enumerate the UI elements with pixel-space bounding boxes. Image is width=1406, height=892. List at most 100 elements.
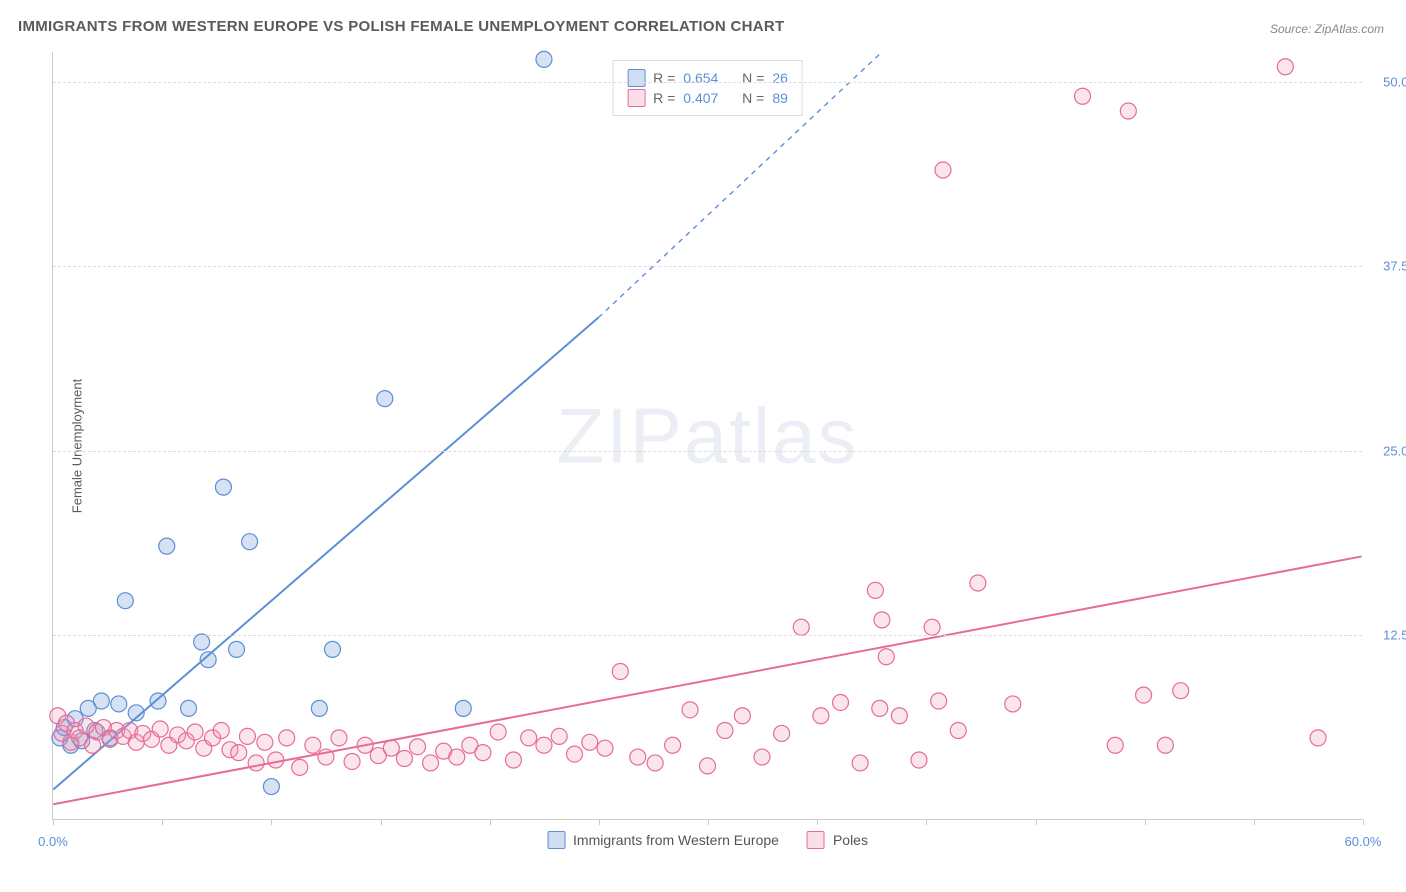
- data-point: [1005, 696, 1021, 712]
- data-point: [383, 740, 399, 756]
- n-value-poles: 89: [772, 90, 788, 106]
- x-tick: [708, 819, 709, 825]
- data-point: [1157, 737, 1173, 753]
- x-tick: [817, 819, 818, 825]
- data-point: [1277, 59, 1293, 75]
- data-point: [215, 479, 231, 495]
- x-tick: [381, 819, 382, 825]
- data-point: [630, 749, 646, 765]
- data-point: [833, 694, 849, 710]
- y-tick-label: 12.5%: [1383, 628, 1406, 643]
- r-value-western: 0.654: [683, 70, 718, 86]
- r-value-poles: 0.407: [683, 90, 718, 106]
- y-tick-label: 37.5%: [1383, 259, 1406, 274]
- data-point: [396, 751, 412, 767]
- x-min-label: 0.0%: [38, 834, 68, 849]
- series-legend: Immigrants from Western Europe Poles: [547, 831, 868, 849]
- x-tick: [1254, 819, 1255, 825]
- data-point: [911, 752, 927, 768]
- data-point: [181, 700, 197, 716]
- x-tick: [53, 819, 54, 825]
- data-point: [213, 723, 229, 739]
- legend-item-poles: Poles: [807, 831, 868, 849]
- data-point: [150, 693, 166, 709]
- data-point: [665, 737, 681, 753]
- data-point: [455, 700, 471, 716]
- data-point: [567, 746, 583, 762]
- x-tick: [162, 819, 163, 825]
- data-point: [305, 737, 321, 753]
- x-tick: [1363, 819, 1364, 825]
- data-point: [1107, 737, 1123, 753]
- data-point: [93, 693, 109, 709]
- data-point: [931, 693, 947, 709]
- chart-svg: [53, 52, 1362, 819]
- data-point: [490, 724, 506, 740]
- x-tick: [599, 819, 600, 825]
- data-point: [872, 700, 888, 716]
- x-tick: [1145, 819, 1146, 825]
- data-point: [536, 737, 552, 753]
- data-point: [521, 730, 537, 746]
- data-point: [536, 51, 552, 67]
- n-value-western: 26: [772, 70, 788, 86]
- data-point: [194, 634, 210, 650]
- legend-row-poles: R = 0.407 N = 89: [627, 89, 788, 107]
- data-point: [813, 708, 829, 724]
- y-tick-label: 25.0%: [1383, 443, 1406, 458]
- data-point: [410, 739, 426, 755]
- data-point: [878, 649, 894, 665]
- data-point: [1310, 730, 1326, 746]
- legend-item-western: Immigrants from Western Europe: [547, 831, 779, 849]
- data-point: [597, 740, 613, 756]
- gridline-h: [53, 266, 1362, 267]
- data-point: [734, 708, 750, 724]
- legend-label-western: Immigrants from Western Europe: [573, 832, 779, 848]
- x-tick: [1036, 819, 1037, 825]
- data-point: [111, 696, 127, 712]
- data-point: [700, 758, 716, 774]
- data-point: [867, 582, 883, 598]
- data-point: [377, 391, 393, 407]
- data-point: [1173, 683, 1189, 699]
- data-point: [717, 723, 733, 739]
- data-point: [423, 755, 439, 771]
- data-point: [950, 723, 966, 739]
- gridline-h: [53, 82, 1362, 83]
- data-point: [475, 745, 491, 761]
- x-max-label: 60.0%: [1345, 834, 1382, 849]
- data-point: [1120, 103, 1136, 119]
- correlation-legend: R = 0.654 N = 26 R = 0.407 N = 89: [612, 60, 803, 116]
- data-point: [1075, 88, 1091, 104]
- data-point: [248, 755, 264, 771]
- swatch-blue: [627, 69, 645, 87]
- data-point: [159, 538, 175, 554]
- data-point: [754, 749, 770, 765]
- data-point: [970, 575, 986, 591]
- data-point: [793, 619, 809, 635]
- data-point: [874, 612, 890, 628]
- data-point: [279, 730, 295, 746]
- data-point: [229, 641, 245, 657]
- data-point: [449, 749, 465, 765]
- data-point: [331, 730, 347, 746]
- data-point: [239, 728, 255, 744]
- x-tick: [926, 819, 927, 825]
- data-point: [852, 755, 868, 771]
- gridline-h: [53, 451, 1362, 452]
- data-point: [551, 728, 567, 744]
- data-point: [292, 759, 308, 775]
- data-point: [187, 724, 203, 740]
- data-point: [231, 745, 247, 761]
- data-point: [612, 664, 628, 680]
- legend-row-western: R = 0.654 N = 26: [627, 69, 788, 87]
- data-point: [582, 734, 598, 750]
- y-tick-label: 50.0%: [1383, 74, 1406, 89]
- data-point: [311, 700, 327, 716]
- data-point: [935, 162, 951, 178]
- data-point: [324, 641, 340, 657]
- data-point: [682, 702, 698, 718]
- data-point: [117, 593, 133, 609]
- legend-label-poles: Poles: [833, 832, 868, 848]
- x-tick: [271, 819, 272, 825]
